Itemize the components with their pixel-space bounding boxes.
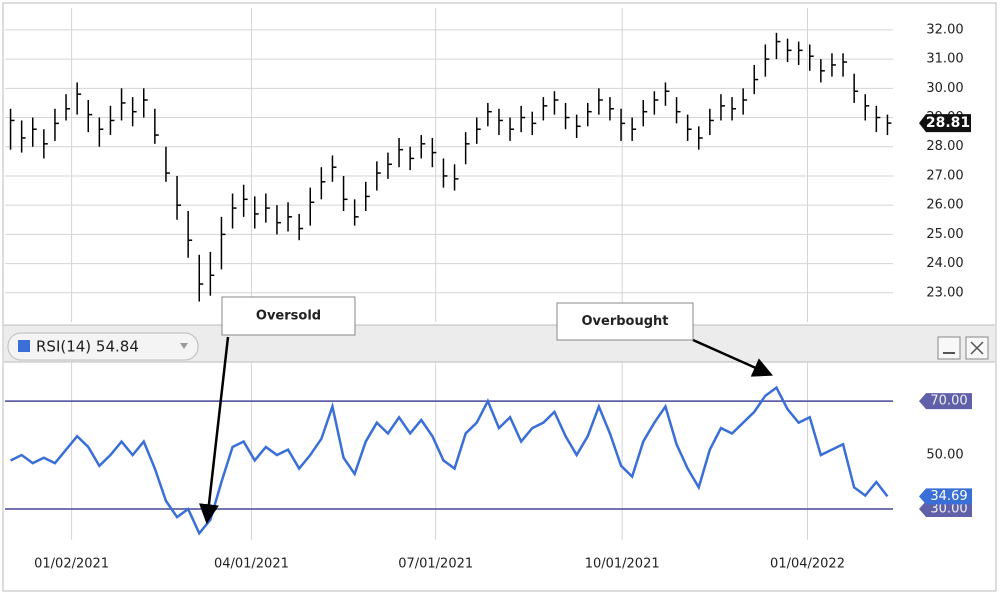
y-tick-label: 27.00: [926, 168, 963, 183]
annotation-box: [221, 296, 356, 336]
x-tick-label: 01/04/2022: [770, 557, 845, 572]
y-tick-label: 26.00: [926, 198, 963, 213]
indicator-label: RSI(14) 54.84: [36, 338, 139, 356]
indicator-swatch: [18, 340, 30, 352]
y-tick-label: 23.00: [926, 285, 963, 300]
last-value-label: 34.69: [930, 489, 967, 504]
x-tick-label: 10/01/2021: [585, 557, 660, 572]
rsi-line: [10, 385, 889, 536]
annotation-text: Oversold: [256, 309, 321, 324]
x-tick-label: 01/02/2021: [34, 557, 109, 572]
dropdown-arrow[interactable]: [180, 343, 188, 349]
plot: 01/02/2021 04/01/2021 07/01/2021 10/01/2021…: [5, 8, 972, 572]
y-tick-label: 30.00: [926, 81, 963, 96]
annotation-box: [556, 302, 694, 341]
y-tick-label: 24.00: [926, 256, 963, 271]
indicator-pill[interactable]: [7, 332, 199, 361]
frame: [2, 2, 997, 592]
last-value-tag: [919, 488, 972, 505]
close-icon: [970, 341, 984, 355]
annotation-text: Overbought: [581, 314, 668, 329]
y-tick-label: 32.00: [926, 22, 963, 37]
y-tick-label: 30.00: [930, 501, 967, 516]
y-tick-label: 28.00: [926, 139, 963, 154]
annotation-arrow: [692, 338, 774, 377]
x-tick-label: 04/01/2021: [214, 557, 289, 572]
reference-tag: [919, 393, 972, 410]
last-price-tag: [919, 114, 971, 133]
y-tick-label: 31.00: [926, 52, 963, 67]
minimize-button[interactable]: [937, 336, 961, 360]
y-tick-label: 25.00: [926, 227, 963, 242]
annotation-arrow: [199, 336, 230, 525]
last-price-label: 28.81: [926, 115, 970, 131]
reference-tag: [919, 500, 972, 517]
y-tick-label: 50.00: [926, 448, 963, 463]
x-tick-label: 07/01/2021: [398, 557, 473, 572]
y-tick-label: 70.00: [930, 394, 967, 409]
